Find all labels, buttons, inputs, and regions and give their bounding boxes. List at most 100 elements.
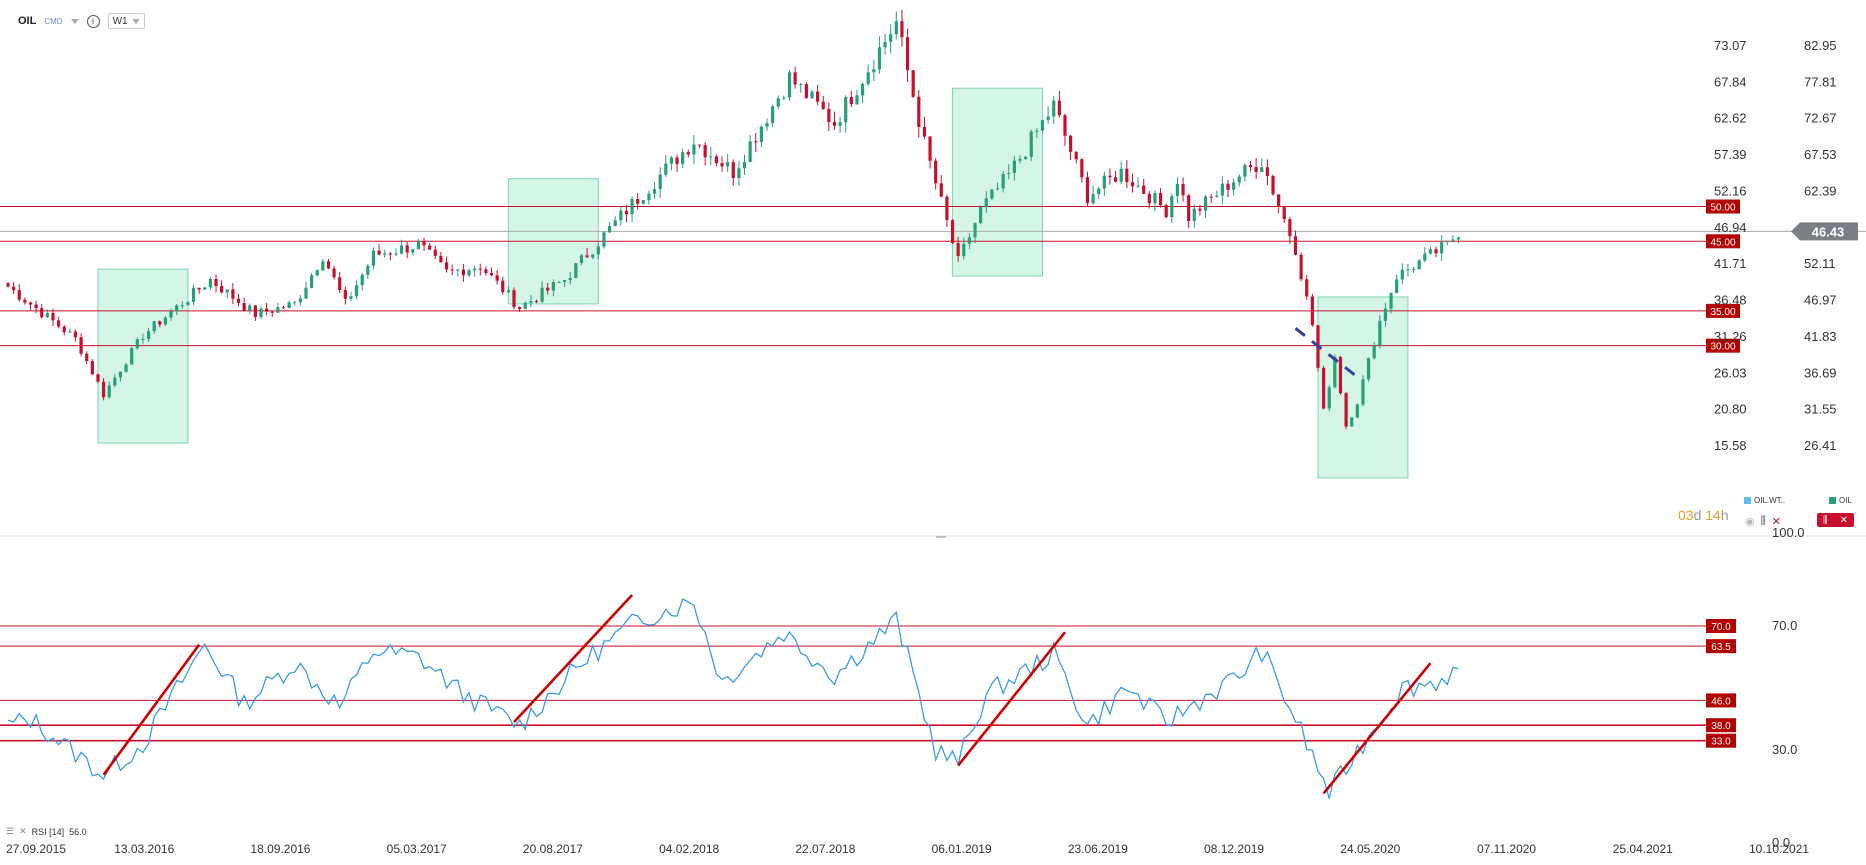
rsi-trend-line xyxy=(102,643,201,776)
candle-body xyxy=(90,360,94,375)
candle-body xyxy=(877,47,882,70)
legend-wti[interactable]: OIL.WT.. xyxy=(1744,496,1785,505)
candle-body xyxy=(276,307,280,313)
candles-icon[interactable]: ⫼ xyxy=(1823,514,1828,526)
price-level-tag xyxy=(1706,199,1740,214)
candle-body xyxy=(568,277,572,280)
candle-body xyxy=(1361,379,1365,405)
candle-body xyxy=(163,317,168,325)
candles-icon[interactable]: ⫼ xyxy=(1760,515,1766,527)
time-axis-tick: 23.06.2019 xyxy=(1068,842,1128,856)
countdown-hours-unit: h xyxy=(1720,507,1729,523)
candle-body xyxy=(1248,164,1253,168)
time-axis-tick: 06.01.2019 xyxy=(932,842,992,856)
candle-body xyxy=(456,269,460,271)
candle-body xyxy=(585,255,589,258)
indicator-label: ☰ ✕ RSI [14] 56.0 xyxy=(6,826,87,837)
candle-body xyxy=(737,168,741,178)
candle-body xyxy=(1293,236,1298,255)
candle-body xyxy=(720,163,724,167)
candle-body xyxy=(787,72,792,98)
rsi-level-tag xyxy=(1706,733,1736,748)
candle-body xyxy=(1113,177,1118,182)
candle-body xyxy=(574,263,578,278)
close-icon[interactable]: ✕ xyxy=(1771,516,1781,528)
time-axis-tick: 22.07.2018 xyxy=(795,842,855,856)
rsi-level-value: 38.0 xyxy=(1711,721,1731,732)
candle-body xyxy=(731,162,735,178)
info-icon[interactable]: i xyxy=(86,14,100,28)
candle-body xyxy=(810,91,814,99)
candle-body xyxy=(563,279,567,282)
candle-body xyxy=(1344,393,1348,427)
candle-body xyxy=(1074,151,1078,160)
candle-body xyxy=(967,237,971,244)
close-icon[interactable]: ✕ xyxy=(1839,514,1848,526)
candle-body xyxy=(523,302,527,309)
candle-body xyxy=(411,249,415,253)
time-axis-tick: 13.03.2016 xyxy=(114,842,174,856)
candle-body xyxy=(1327,387,1331,409)
candle-body xyxy=(1063,115,1067,136)
candle-body xyxy=(754,141,758,143)
candle-body xyxy=(1456,237,1461,240)
candle-body xyxy=(259,308,263,318)
candle-body xyxy=(652,189,657,194)
countdown-days: 03 xyxy=(1678,507,1694,523)
candle-body xyxy=(1383,308,1388,321)
timeframe-select[interactable]: W1 xyxy=(107,13,145,29)
candle-body xyxy=(1265,167,1269,177)
time-axis-tick: 25.04.2021 xyxy=(1613,842,1673,856)
highlight-zones xyxy=(97,87,1409,479)
candle-body xyxy=(624,210,629,215)
candle-body xyxy=(1203,196,1208,211)
candle-body xyxy=(310,275,314,288)
candle-body xyxy=(619,210,623,221)
candle-body xyxy=(681,152,685,165)
candle-body xyxy=(1305,279,1309,297)
candle-body xyxy=(1277,194,1281,207)
candle-body xyxy=(62,326,66,333)
candle-body xyxy=(669,157,674,164)
highlight-zone xyxy=(952,87,1043,277)
candle-body xyxy=(742,161,747,169)
candle-body xyxy=(23,299,27,303)
candle-body xyxy=(1147,193,1151,204)
candle-body xyxy=(804,84,808,99)
candle-body xyxy=(714,156,718,164)
candle-body xyxy=(135,339,139,349)
candle-body xyxy=(950,220,955,244)
legend-oil[interactable]: OIL xyxy=(1829,496,1852,505)
candle-body xyxy=(849,96,853,105)
candle-body xyxy=(782,97,786,99)
candle-body xyxy=(1164,204,1168,218)
candle-body xyxy=(1052,100,1056,117)
price-axis-tick-right: 26.41 xyxy=(1804,438,1837,453)
candle-body xyxy=(405,245,409,253)
candle-body xyxy=(287,302,291,308)
price-axis-tick-right: 62.39 xyxy=(1804,183,1837,198)
candle-body xyxy=(321,261,325,271)
candle-body xyxy=(141,338,145,340)
close-icon[interactable]: ✕ xyxy=(19,826,27,836)
candle-body xyxy=(1024,156,1028,159)
candle-body xyxy=(546,287,550,291)
instrument-symbol[interactable]: OIL xyxy=(18,15,37,27)
price-axis-tick: 52.16 xyxy=(1714,183,1747,198)
candle-body xyxy=(315,270,319,276)
eye-icon[interactable]: ◉ xyxy=(1745,516,1755,528)
settings-icon[interactable]: ☰ xyxy=(6,826,15,836)
candle-body xyxy=(1175,184,1180,197)
time-axis-tick: 20.08.2017 xyxy=(523,842,583,856)
candle-body xyxy=(1406,269,1410,271)
candle-body xyxy=(349,296,353,299)
candle-body xyxy=(12,286,16,291)
candle-body xyxy=(57,320,61,327)
chevron-down-icon[interactable] xyxy=(70,18,79,24)
candle-body xyxy=(208,278,212,288)
candle-body xyxy=(664,163,668,175)
candle-body xyxy=(883,41,887,48)
candle-body xyxy=(1310,296,1314,326)
price-level-tag xyxy=(1706,234,1740,249)
